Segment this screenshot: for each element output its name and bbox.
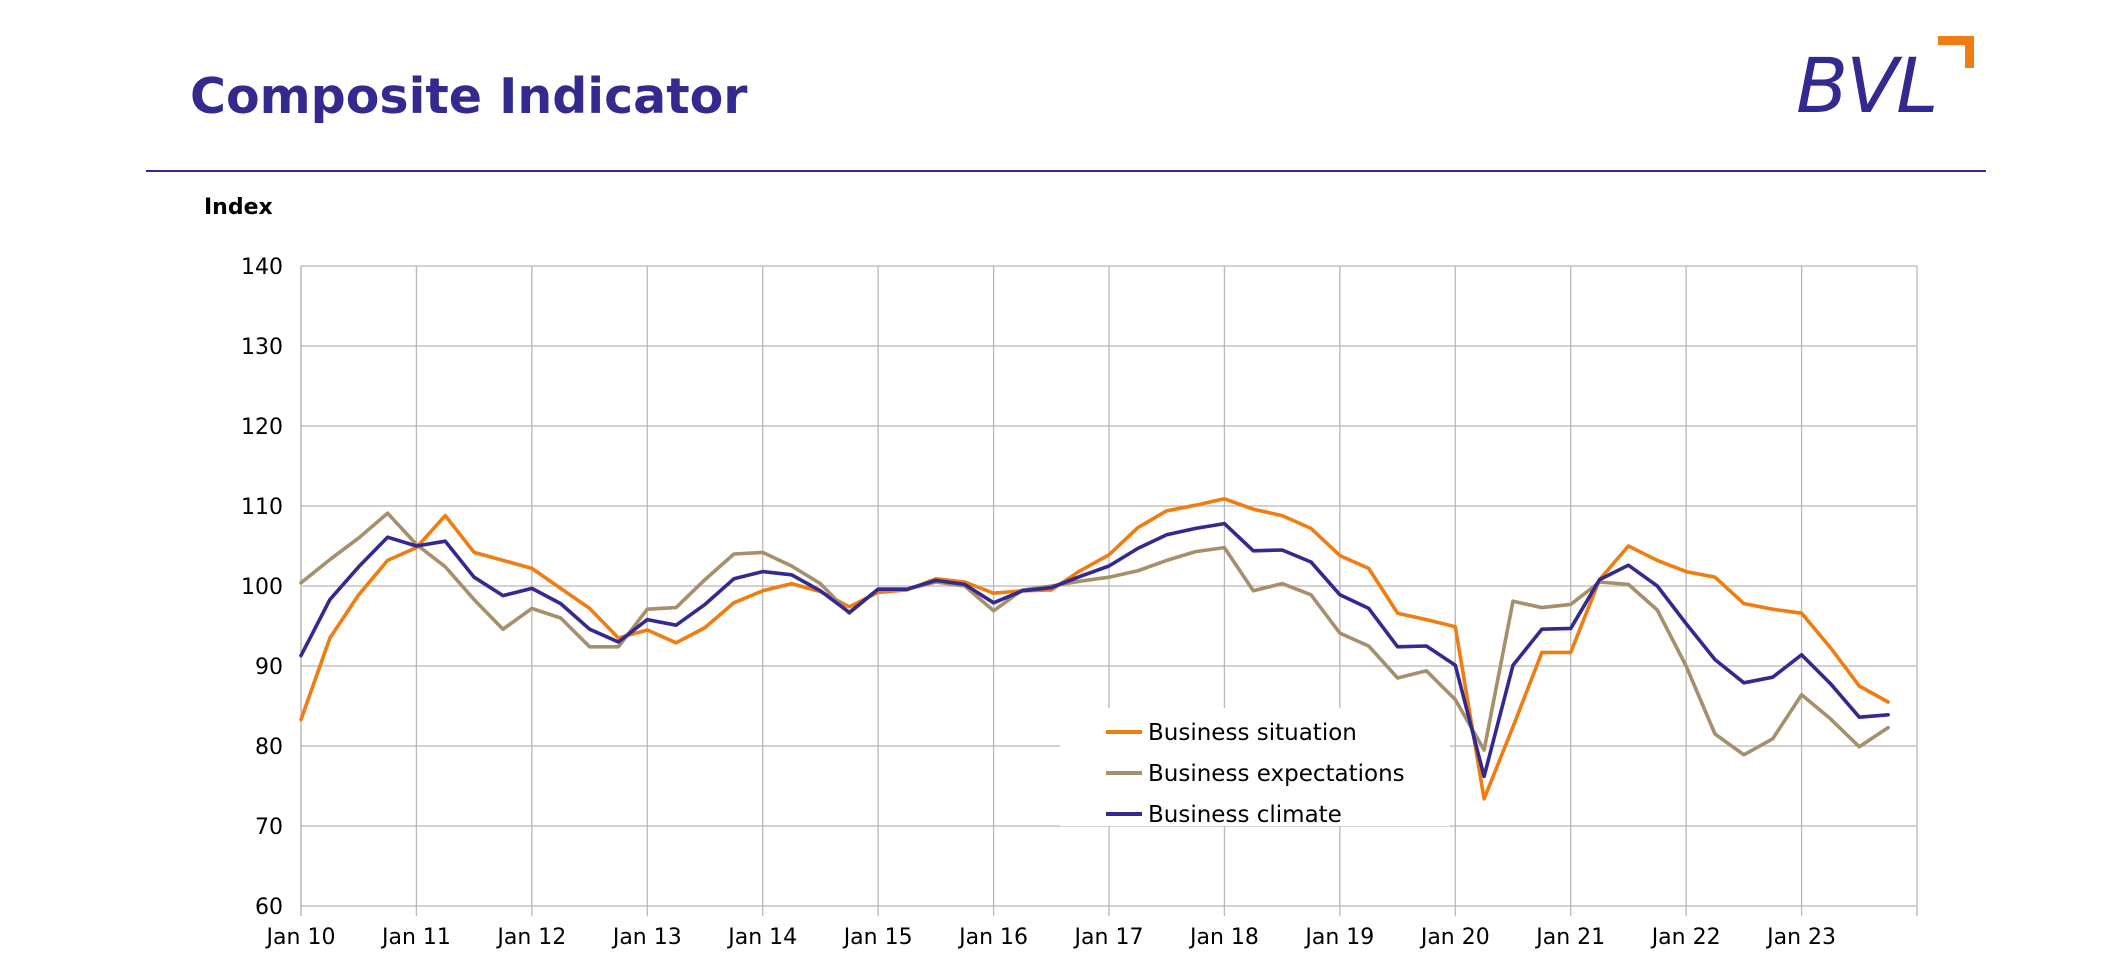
chart-series <box>299 497 1890 801</box>
x-tick-label: Jan 22 <box>1650 925 1721 950</box>
y-tick-label: 110 <box>241 495 283 520</box>
x-tick-label: Jan 17 <box>1073 925 1144 950</box>
y-tick-label: 70 <box>255 815 283 840</box>
x-tick-label: Jan 19 <box>1303 925 1374 950</box>
y-tick-label: 100 <box>241 575 283 600</box>
y-tick-label: 120 <box>241 415 283 440</box>
x-tick-label: Jan 15 <box>842 925 913 950</box>
chart-axes: 60 70 80 90 100 110 120 130 140 Jan 10 Jan 11 Jan 1… <box>204 195 1836 950</box>
y-tick-label: 60 <box>255 895 283 920</box>
x-tick-label: Jan 18 <box>1188 925 1259 950</box>
bvl-logo-corner-icon <box>1938 36 1974 68</box>
x-tick-label: Jan 10 <box>265 925 336 950</box>
bvl-logo: BVL <box>1796 36 1974 122</box>
legend-label: Business climate <box>1148 802 1342 828</box>
x-tick-label: Jan 14 <box>726 925 797 950</box>
y-tick-label: 130 <box>241 335 283 360</box>
series-line-business-expectations <box>299 511 1890 757</box>
x-tick-label: Jan 21 <box>1534 925 1605 950</box>
y-axis-title: Index <box>204 195 273 220</box>
x-tick-label: Jan 20 <box>1419 925 1490 950</box>
y-tick-label: 90 <box>255 655 283 680</box>
chart-grid <box>300 265 1918 916</box>
legend-box <box>1060 708 1450 826</box>
x-tick-label: Jan 12 <box>495 925 566 950</box>
x-tick-label: Jan 11 <box>380 925 451 950</box>
header-divider <box>146 170 1986 172</box>
page-title: Composite Indicator <box>190 68 748 125</box>
series-line-business-climate <box>299 521 1890 779</box>
bvl-logo-text: BVL <box>1796 41 1936 122</box>
x-tick-label: Jan 16 <box>957 925 1028 950</box>
y-tick-label: 80 <box>255 735 283 760</box>
x-tick-label: Jan 23 <box>1765 925 1836 950</box>
legend-label: Business situation <box>1148 720 1357 746</box>
x-tick-label: Jan 13 <box>611 925 682 950</box>
series-line-business-situation <box>299 497 1890 801</box>
chart-legend: Business situation Business expectations B… <box>1060 708 1450 828</box>
legend-label: Business expectations <box>1148 761 1405 787</box>
y-tick-label: 140 <box>241 255 283 280</box>
